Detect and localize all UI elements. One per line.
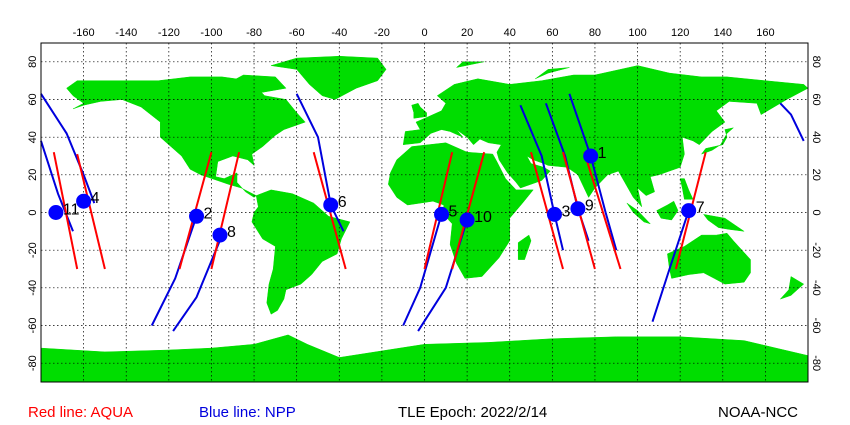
- land-africa: [388, 142, 534, 279]
- npp-track: [651, 210, 690, 323]
- satellite-marker-label: 1: [598, 145, 607, 162]
- lon-tick-label: 140: [714, 27, 732, 39]
- land-masses: [40, 55, 809, 383]
- lat-tick-label-left: -80: [27, 355, 39, 371]
- lon-tick-label: 40: [504, 27, 516, 39]
- land-borneo: [656, 200, 679, 221]
- lat-tick-label-left: 40: [27, 131, 39, 143]
- tle-epoch: TLE Epoch: 2022/2/14: [398, 404, 548, 421]
- satellite-marker-7: [681, 203, 697, 219]
- lat-tick-label-right: 0: [810, 209, 822, 215]
- land-new-guinea: [703, 214, 745, 232]
- land-new-zealand: [780, 276, 805, 300]
- npp-track: [402, 214, 443, 326]
- satellite-marker-9: [570, 201, 586, 217]
- map-frame: [40, 42, 809, 383]
- aqua-track: [583, 151, 622, 270]
- satellite-marker-11: [48, 205, 64, 220]
- lon-tick-label: -40: [331, 27, 347, 39]
- land-novaya-zemlya: [535, 67, 570, 80]
- credit-label: NOAA-NCC: [718, 404, 799, 421]
- satellite-marker-label: 10: [474, 209, 492, 226]
- land-baffin: [232, 74, 287, 95]
- lat-tick-label-right: -80: [810, 355, 822, 371]
- lon-tick-label: -160: [73, 27, 95, 39]
- lon-tick-label: 120: [671, 27, 689, 39]
- satellite-marker-4: [76, 193, 92, 209]
- npp-track: [519, 104, 564, 251]
- satellite-marker-2: [189, 208, 205, 224]
- lon-tick-label: -100: [200, 27, 222, 39]
- lat-tick-label-left: -20: [27, 242, 39, 258]
- satellite-marker-label: 2: [204, 205, 213, 222]
- satellite-marker-label: 5: [449, 203, 458, 220]
- satellite-marker-label: 8: [227, 224, 236, 241]
- lat-tick-label-left: 60: [27, 93, 39, 105]
- lon-tick-label: -80: [246, 27, 262, 39]
- land-madagascar: [517, 234, 532, 260]
- lon-tick-label: 20: [461, 27, 473, 39]
- satellite-marker-label: 3: [561, 203, 570, 220]
- lon-tick-label: -20: [374, 27, 390, 39]
- legend-npp: Blue line: NPP: [199, 404, 296, 421]
- satellite-marker-label: 6: [338, 194, 347, 211]
- npp-track: [779, 102, 805, 142]
- satellite-marker-3: [546, 206, 562, 222]
- npp-track: [150, 215, 198, 326]
- npp-track: [295, 93, 345, 232]
- legend-aqua: Red line: AQUA: [28, 404, 134, 421]
- satellite-marker-10: [459, 212, 475, 228]
- lon-tick-label: -60: [289, 27, 305, 39]
- lon-tick-label: 100: [628, 27, 646, 39]
- axis-labels: -160 -140 -120 -100 -80 -60 -40 -20 0 20 40 60 80 100…: [27, 27, 822, 371]
- lon-tick-label: 60: [546, 27, 558, 39]
- satellite-marker-label: 11: [63, 202, 80, 219]
- land-great-britain: [411, 103, 427, 119]
- lat-tick-label-right: 80: [810, 56, 822, 68]
- lon-tick-label: -140: [115, 27, 137, 39]
- lat-tick-label-right: 20: [810, 169, 822, 181]
- land-greenland: [271, 55, 387, 100]
- lat-lon-grid: [41, 43, 808, 382]
- satellite-marker-8: [212, 227, 228, 243]
- npp-track: [40, 93, 96, 204]
- satellite-marker-1: [583, 148, 599, 164]
- satellite-marker-6: [323, 197, 339, 213]
- land-japan: [700, 127, 735, 155]
- aqua-track: [76, 153, 106, 270]
- lat-tick-label-right: -20: [810, 242, 822, 258]
- lat-tick-label-right: -40: [810, 280, 822, 296]
- lat-tick-label-left: -60: [27, 318, 39, 334]
- land-south-america: [251, 189, 351, 315]
- land-sumatra: [626, 202, 652, 225]
- aqua-track: [52, 152, 79, 270]
- npp-track: [568, 93, 618, 251]
- lon-tick-label: 160: [756, 27, 774, 39]
- lat-tick-label-left: 20: [27, 169, 39, 181]
- lat-tick-label-right: 40: [810, 131, 822, 143]
- land-eurasia: [402, 65, 809, 208]
- lat-tick-label-left: 0: [27, 209, 39, 215]
- aqua-track: [530, 151, 564, 270]
- lon-tick-label: 80: [589, 27, 601, 39]
- satellite-marker-label: 9: [585, 198, 594, 215]
- lon-tick-label: 0: [421, 27, 427, 39]
- lat-tick-label-right: -60: [810, 318, 822, 334]
- aqua-track: [210, 151, 241, 270]
- aqua-track: [451, 151, 486, 270]
- lat-tick-label-right: 60: [810, 93, 822, 105]
- satellite-marker-label: 7: [696, 200, 705, 217]
- lat-tick-label-left: 80: [27, 56, 39, 68]
- lat-tick-label-left: -40: [27, 280, 39, 296]
- lon-tick-label: -120: [158, 27, 180, 39]
- satellite-marker-label: 4: [91, 190, 100, 207]
- satellite-markers: 1 2 3 4 5 6 7 8 9 10 11: [48, 145, 705, 243]
- satellite-marker-5: [434, 206, 450, 222]
